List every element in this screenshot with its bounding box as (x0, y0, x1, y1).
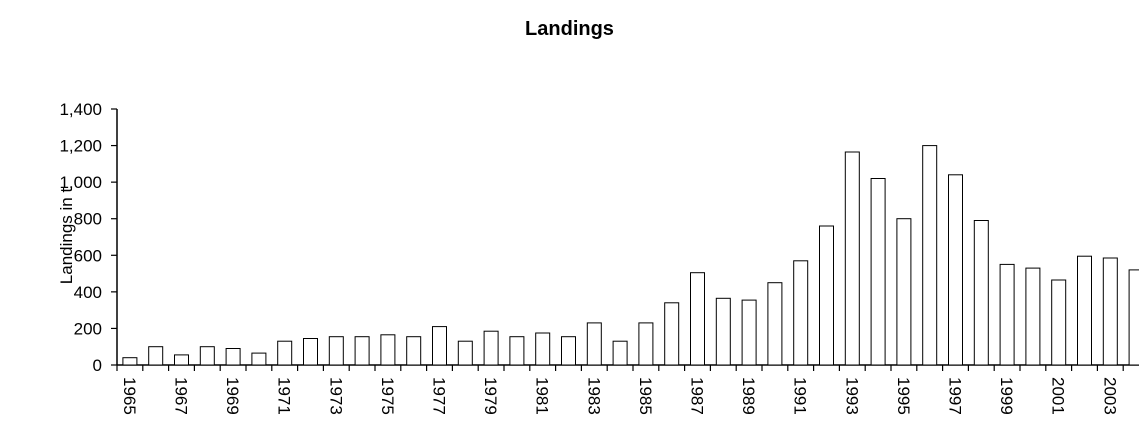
bar-1984 (612, 340, 628, 366)
y-tick-label: 1,000 (59, 173, 102, 192)
y-tick-label: 1,200 (59, 137, 102, 156)
bar-1969 (225, 348, 241, 366)
bar-2001 (1051, 279, 1067, 366)
bar-1983 (586, 322, 602, 366)
bar-1980 (509, 336, 525, 366)
y-axis-title-group: Landings in t (57, 188, 76, 285)
chart-title: Landings (525, 18, 614, 40)
bar-1988 (715, 297, 731, 366)
bar-1995 (896, 218, 912, 366)
bar-1971 (277, 340, 293, 366)
y-tick-label: 1,400 (59, 100, 102, 119)
y-tick-label: 800 (74, 210, 102, 229)
y-ticks: 0 200 400 600 800 1,000 1,200 1,400 (59, 100, 117, 375)
y-tick-label: 0 (93, 356, 102, 375)
bar-1989 (741, 299, 757, 366)
x-tick-label: 2003 (1100, 377, 1119, 415)
x-tick-label: 1973 (326, 377, 345, 415)
bar-1966 (148, 346, 164, 366)
y-tick-label: 400 (74, 283, 102, 302)
bar-1978 (457, 340, 473, 366)
bar-1991 (793, 260, 809, 366)
x-tick-label: 2001 (1049, 377, 1068, 415)
x-tick-label: 1977 (430, 377, 449, 415)
bar-1996 (922, 145, 938, 366)
x-tick-label: 1989 (739, 377, 758, 415)
bar-1986 (664, 302, 680, 366)
x-tick-label: 1983 (584, 377, 603, 415)
bar-1994 (870, 178, 886, 366)
x-tick-label: 1971 (275, 377, 294, 415)
bar-1987 (690, 272, 705, 366)
bar-1972 (303, 338, 318, 366)
bar-1992 (819, 225, 834, 366)
y-axis-title: Landings in t (57, 188, 76, 285)
y-tick-label: 600 (74, 246, 102, 265)
bar-1982 (561, 336, 576, 366)
x-tick-label: 1979 (481, 377, 500, 415)
x-tick-label: 1967 (172, 377, 191, 415)
bar-1965 (122, 357, 138, 366)
bar-1968 (199, 346, 215, 366)
x-tick-label: 1981 (533, 377, 552, 415)
x-tick-label: 1969 (223, 377, 242, 415)
bar-1974 (354, 336, 370, 366)
bar-1990 (767, 282, 783, 366)
bar-1993 (844, 151, 860, 366)
bar-1998 (973, 220, 989, 366)
x-tick-label: 1995 (894, 377, 913, 415)
y-tick-label: 200 (74, 319, 102, 338)
x-tick-label: 1975 (378, 377, 397, 415)
bar-1967 (174, 354, 189, 366)
bar-1973 (328, 336, 344, 366)
bar-1977 (432, 326, 447, 366)
x-tick-label: 1965 (120, 377, 139, 415)
x-tick-label: 1993 (842, 377, 861, 415)
bar-1999 (999, 263, 1015, 366)
bars (122, 145, 1139, 366)
bar-1985 (638, 322, 654, 366)
bar-1970 (251, 352, 267, 366)
bar-1975 (380, 334, 396, 366)
bar-1997 (948, 174, 963, 366)
bar-2002 (1077, 255, 1092, 366)
x-tick-label: 1997 (946, 377, 965, 415)
bar-2000 (1025, 267, 1041, 366)
bar-1976 (406, 336, 422, 366)
x-tick-label: 1991 (791, 377, 810, 415)
bar-2004 (1128, 269, 1139, 366)
bar-1979 (483, 330, 499, 366)
x-tick-label: 1987 (688, 377, 707, 415)
bar-1981 (535, 332, 551, 366)
x-tick-label: 1985 (636, 377, 655, 415)
x-tick-label: 1999 (997, 377, 1016, 415)
bar-2003 (1102, 257, 1118, 366)
x-ticks: 1965 1967 1969 1971 1973 1975 1977 1979 1981 1983… (116, 365, 1124, 415)
